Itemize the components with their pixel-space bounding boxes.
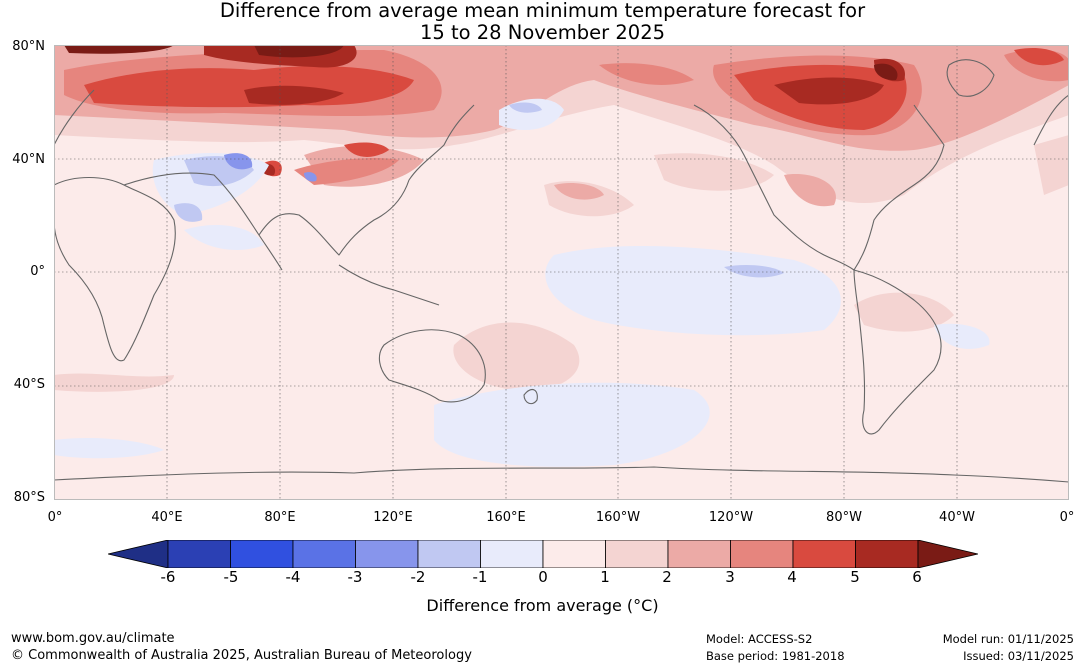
colorbar-swatch	[230, 540, 294, 568]
map-gridlines	[54, 45, 1069, 500]
lat-label-80n: 80°N	[12, 39, 45, 54]
colorbar-swatch	[292, 540, 356, 568]
colorbar-tick: -2	[410, 568, 426, 586]
colorbar-tick: 1	[600, 568, 610, 586]
colorbar-label: Difference from average (°C)	[426, 596, 659, 615]
colorbar-swatch-max	[917, 540, 978, 568]
anomaly-map	[54, 45, 1069, 500]
colorbar-swatch	[667, 540, 731, 568]
footer-model-run: Model run: 01/11/2025	[942, 632, 1074, 646]
chart-title-line2: 15 to 28 November 2025	[419, 21, 666, 44]
lon-label-160w: 160°W	[595, 510, 641, 525]
colorbar-swatch-min	[108, 540, 169, 568]
lon-label-120e: 120°E	[373, 510, 413, 525]
anomaly-minus-3-minus-2-patches	[224, 153, 317, 182]
colorbar-tick: 4	[787, 568, 797, 586]
colorbar-swatch	[730, 540, 794, 568]
lon-label-160e: 160°E	[486, 510, 526, 525]
lon-label-80e: 80°E	[264, 510, 296, 525]
map-border	[54, 45, 1069, 500]
colorbar-swatch	[480, 540, 544, 568]
footer-copyright: © Commonwealth of Australia 2025, Austra…	[11, 648, 472, 663]
footer-issued: Issued: 03/11/2025	[963, 649, 1074, 663]
footer-base-period: Base period: 1981-2018	[706, 649, 845, 663]
colorbar-swatch	[355, 540, 419, 568]
colorbar-tick: 2	[662, 568, 672, 586]
coastlines	[54, 59, 1069, 483]
chart-title-line1: Difference from average mean minimum tem…	[219, 0, 866, 22]
lon-label-80w: 80°W	[826, 510, 862, 525]
lat-label-40s: 40°S	[13, 377, 45, 392]
colorbar-tick: 3	[725, 568, 735, 586]
anomaly-above-6-patches	[64, 45, 898, 81]
colorbar-tick: -4	[285, 568, 301, 586]
colorbar-tick: -1	[472, 568, 488, 586]
colorbar-swatch	[542, 540, 606, 568]
lat-label-80s: 80°S	[13, 490, 45, 505]
colorbar-swatch	[855, 540, 919, 568]
footer-model: Model: ACCESS-S2	[706, 632, 813, 646]
footer-url: www.bom.gov.au/climate	[11, 631, 175, 646]
lon-label-0-left: 0°	[47, 510, 63, 525]
colorbar-swatch	[792, 540, 856, 568]
lon-label-40e: 40°E	[151, 510, 183, 525]
colorbar-tick: 6	[912, 568, 922, 586]
colorbar-swatch	[605, 540, 669, 568]
colorbar-tick: 0	[538, 568, 548, 586]
lon-label-0-right: 0°	[1059, 510, 1075, 525]
lon-label-40w: 40°W	[939, 510, 975, 525]
lat-label-40n: 40°N	[12, 152, 45, 167]
colorbar-swatch	[167, 540, 231, 568]
colorbar-tick: 5	[850, 568, 860, 586]
lat-label-0: 0°	[30, 264, 45, 279]
colorbar-tick: -6	[160, 568, 176, 586]
lon-label-120w: 120°W	[708, 510, 754, 525]
colorbar	[108, 540, 978, 568]
colorbar-tick: -5	[223, 568, 239, 586]
colorbar-tick: -3	[347, 568, 363, 586]
colorbar-swatch	[417, 540, 481, 568]
